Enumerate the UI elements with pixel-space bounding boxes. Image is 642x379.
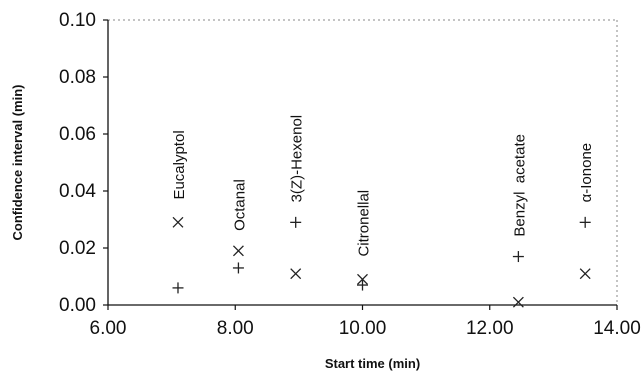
y-tick-label: 0.08 (59, 67, 96, 88)
plus-marker-point (290, 216, 302, 228)
plus-marker-point (357, 279, 368, 291)
x-marker-point (512, 296, 524, 308)
plus-marker-point (232, 262, 244, 274)
compound-label: 3(Z)-Hexenol (289, 115, 306, 203)
x-marker-point (290, 268, 302, 280)
x-tick-label: 14.00 (593, 318, 641, 339)
y-tick-label: 0.10 (59, 10, 96, 31)
x-marker-point (232, 245, 244, 257)
x-tick-label: 10.00 (339, 318, 387, 339)
compound-label: Eucalyptol (171, 130, 188, 199)
x-tick-label: 8.00 (217, 318, 254, 339)
x-tick-label: 6.00 (90, 318, 127, 339)
compound-label: α-Ionone (578, 143, 595, 203)
plus-marker-point (172, 282, 184, 294)
x-tick-label: 12.00 (466, 318, 514, 339)
y-tick-label: 0.06 (59, 124, 96, 145)
plus-marker-point (579, 216, 591, 228)
x-marker-point (357, 273, 368, 285)
x-marker-point (579, 268, 591, 280)
y-tick-label: 0.02 (59, 238, 96, 259)
y-tick-label: 0.04 (59, 181, 96, 202)
x-marker-point (172, 216, 184, 228)
compound-labels: Eucalyptol Octanal 3(Z)-Hexenol Citronellal… (171, 115, 595, 257)
y-tick-label: 0.00 (59, 295, 96, 316)
x-axis-label: Start time (min) (325, 356, 420, 371)
compound-label: Octanal (231, 179, 248, 231)
y-axis-label: Confidence interval (min) (10, 84, 25, 240)
compound-label: Citronellal (356, 190, 373, 257)
compound-label: Benzyl acetate (511, 134, 528, 237)
axis-ticks: 0.00 0.02 0.04 0.06 0.08 0.10 6.00 8.00 10.00 12.… (59, 10, 641, 339)
data-markers (172, 216, 591, 308)
plus-marker-point (512, 251, 524, 263)
